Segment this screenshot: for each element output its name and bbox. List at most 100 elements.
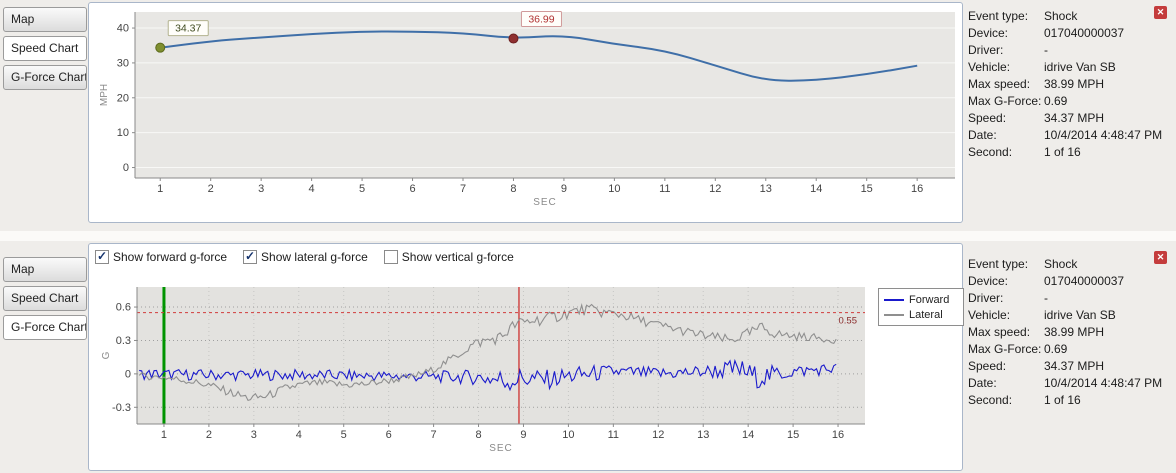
info-label: Vehicle: bbox=[968, 308, 1011, 322]
svg-text:10: 10 bbox=[562, 429, 574, 441]
show-forward-g-force-checkbox[interactable]: ✓ Show forward g-force bbox=[95, 250, 227, 264]
info-value: 34.37 MPH bbox=[1044, 111, 1105, 125]
info-value: Shock bbox=[1044, 9, 1078, 23]
checkbox-label: Show lateral g-force bbox=[261, 250, 368, 264]
info-row-second: Second: 1 of 16 bbox=[968, 392, 1168, 409]
marker-label: 34.37 bbox=[175, 23, 201, 35]
svg-text:40: 40 bbox=[117, 23, 129, 35]
svg-text:4: 4 bbox=[309, 183, 315, 195]
tab-speed-chart[interactable]: Speed Chart bbox=[3, 286, 87, 311]
info-label: Max G-Force: bbox=[968, 342, 1042, 356]
svg-text:3: 3 bbox=[258, 183, 264, 195]
checkbox-label: Show vertical g-force bbox=[401, 250, 514, 264]
info-value: Shock bbox=[1044, 257, 1078, 271]
show-vertical-g-force-checkbox[interactable]: Show vertical g-force bbox=[383, 250, 514, 264]
svg-text:30: 30 bbox=[117, 57, 129, 69]
tab-strip-bottom: Map Speed Chart G-Force Chart bbox=[3, 257, 87, 344]
svg-text:16: 16 bbox=[911, 183, 923, 195]
y-axis-label: MPH bbox=[99, 84, 110, 106]
checkbox-box[interactable] bbox=[383, 250, 398, 264]
info-row-second: Second: 1 of 16 bbox=[968, 144, 1168, 161]
gforce-chart-panel: ✓ Show forward g-force ✓ Show lateral g-for… bbox=[88, 243, 964, 471]
info-row-device: Device: 017040000037 bbox=[968, 25, 1168, 42]
gforce-plot-area[interactable] bbox=[137, 287, 865, 424]
svg-text:20: 20 bbox=[117, 92, 129, 104]
marker-label: 36.99 bbox=[528, 14, 554, 26]
info-row-event-type: Event type: Shock bbox=[968, 256, 1168, 273]
data-point-marker[interactable] bbox=[155, 42, 166, 53]
info-value: 10/4/2014 4:48:47 PM bbox=[1044, 128, 1163, 142]
svg-text:13: 13 bbox=[760, 183, 772, 195]
info-row-date: Date: 10/4/2014 4:48:47 PM bbox=[968, 375, 1168, 392]
svg-text:10: 10 bbox=[608, 183, 620, 195]
svg-text:7: 7 bbox=[431, 429, 437, 441]
svg-text:1: 1 bbox=[161, 429, 167, 441]
svg-text:0: 0 bbox=[123, 162, 129, 174]
info-label: Device: bbox=[968, 26, 1009, 40]
svg-text:4: 4 bbox=[296, 429, 302, 441]
legend-item-forward: Forward bbox=[884, 292, 958, 307]
tab-speed-chart[interactable]: Speed Chart bbox=[3, 36, 87, 61]
info-label: Speed: bbox=[968, 111, 1007, 125]
speed-chart-panel: 34.37 36.99 1 2 3 4 5 6 7 8 9 10 11 12 13 14 15 16 0 10 20 30… bbox=[88, 2, 963, 223]
info-value: 1 of 16 bbox=[1044, 145, 1081, 159]
tab-map[interactable]: Map bbox=[3, 257, 87, 282]
gridlines bbox=[135, 27, 955, 169]
info-value: 017040000037 bbox=[1044, 274, 1125, 288]
svg-text:11: 11 bbox=[608, 429, 619, 441]
legend-line-sample bbox=[884, 298, 904, 301]
checkbox-box[interactable]: ✓ bbox=[243, 249, 258, 264]
info-row-max-g-force: Max G-Force: 0.69 bbox=[968, 341, 1168, 358]
info-value: - bbox=[1044, 43, 1048, 57]
info-row-max-g-force: Max G-Force: 0.69 bbox=[968, 93, 1168, 110]
info-label: Second: bbox=[968, 145, 1013, 159]
tab-map[interactable]: Map bbox=[3, 7, 87, 32]
info-label: Date: bbox=[968, 128, 997, 142]
info-row-speed: Speed: 34.37 MPH bbox=[968, 358, 1168, 375]
svg-text:12: 12 bbox=[652, 429, 664, 441]
info-row-vehicle: Vehicle: idrive Van SB bbox=[968, 59, 1168, 76]
info-row-driver: Driver: - bbox=[968, 42, 1168, 59]
legend: Forward Lateral bbox=[878, 288, 964, 326]
svg-text:16: 16 bbox=[832, 429, 844, 441]
info-value: 017040000037 bbox=[1044, 26, 1125, 40]
svg-text:9: 9 bbox=[520, 429, 526, 441]
info-label: Max speed: bbox=[968, 77, 1031, 91]
info-label: Driver: bbox=[968, 43, 1004, 57]
info-label: Device: bbox=[968, 274, 1009, 288]
show-lateral-g-force-checkbox[interactable]: ✓ Show lateral g-force bbox=[243, 250, 368, 264]
info-value: 38.99 MPH bbox=[1044, 325, 1105, 339]
info-value: idrive Van SB bbox=[1044, 308, 1116, 322]
checkbox-box[interactable]: ✓ bbox=[95, 249, 109, 264]
svg-text:3: 3 bbox=[251, 429, 257, 441]
tab-g-force-chart[interactable]: G-Force Chart bbox=[3, 65, 87, 90]
gforce-chart[interactable]: 0.551 2 3 4 5 6 7 8 9 10 11 12 13 14 15 16-0.300.30.6SE… bbox=[89, 268, 960, 468]
info-label: Second: bbox=[968, 393, 1013, 407]
info-label: Max speed: bbox=[968, 325, 1031, 339]
info-value: 1 of 16 bbox=[1044, 393, 1081, 407]
speed-plot-area[interactable] bbox=[135, 12, 955, 178]
svg-text:7: 7 bbox=[460, 183, 466, 195]
event-alert-icon: ✕ bbox=[1154, 6, 1167, 19]
speed-chart-section: Map Speed Chart G-Force Chart 34.37 36.99 1 2… bbox=[0, 0, 1176, 231]
info-row-device: Device: 017040000037 bbox=[968, 273, 1168, 290]
svg-text:14: 14 bbox=[742, 429, 754, 441]
data-point-marker[interactable] bbox=[508, 33, 519, 44]
info-row-max-speed: Max speed: 38.99 MPH bbox=[968, 76, 1168, 93]
svg-text:2: 2 bbox=[208, 183, 214, 195]
svg-text:8: 8 bbox=[510, 183, 516, 195]
gforce-chart-section: Map Speed Chart G-Force Chart ✓ Show forwar… bbox=[0, 241, 1176, 473]
tab-g-force-chart[interactable]: G-Force Chart bbox=[3, 315, 87, 340]
x-axis-label: SEC bbox=[489, 443, 513, 454]
svg-text:12: 12 bbox=[709, 183, 721, 195]
event-info-panel-bottom: Event type: Shock Device: 017040000037 Drive… bbox=[968, 256, 1168, 409]
gforce-toggles: ✓ Show forward g-force ✓ Show lateral g-for… bbox=[95, 248, 514, 266]
marker-label-box bbox=[520, 11, 562, 28]
svg-text:13: 13 bbox=[697, 429, 709, 441]
info-row-event-type: Event type: Shock bbox=[968, 8, 1168, 25]
event-alert-icon: ✕ bbox=[1154, 251, 1167, 264]
svg-text:-0.3: -0.3 bbox=[112, 402, 131, 414]
